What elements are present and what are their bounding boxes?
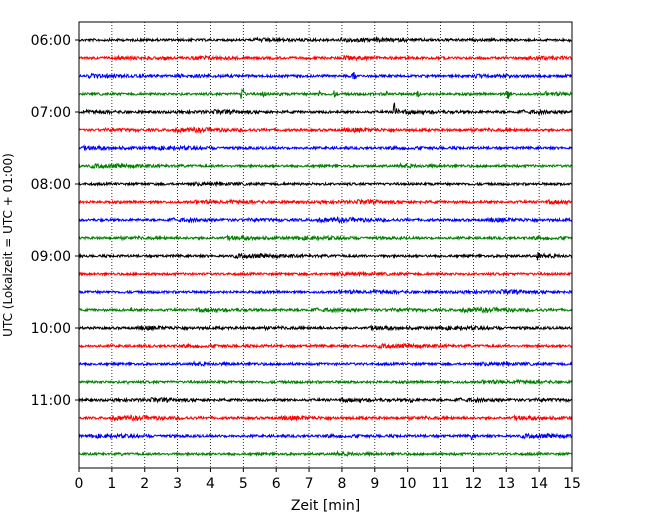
trace-line — [79, 342, 573, 350]
trace-line — [78, 88, 573, 99]
x-tick-label: 14 — [530, 476, 548, 492]
trace-line — [78, 396, 573, 404]
x-tick-label: 8 — [337, 476, 346, 492]
trace-line — [78, 432, 573, 441]
x-tick-label: 7 — [305, 476, 314, 492]
x-tick-label: 6 — [272, 476, 281, 492]
y-axis: 06:00 07:00 08:00 09:00 10:00 11:00 — [31, 33, 79, 409]
trace-line — [78, 180, 573, 188]
trace-line — [78, 144, 573, 152]
trace-line — [78, 324, 573, 332]
trace-line — [78, 449, 573, 458]
y-tick-label: 11:00 — [31, 393, 71, 409]
trace-line — [78, 35, 573, 44]
x-axis: 0 1 2 3 4 5 6 7 8 9 10 11 12 13 14 15 — [75, 468, 581, 492]
grid-lines — [111, 22, 540, 468]
x-tick-label: 5 — [239, 476, 248, 492]
trace-line — [78, 306, 573, 314]
x-tick-label: 1 — [107, 476, 116, 492]
x-axis-title: Zeit [min] — [291, 498, 360, 514]
trace-line — [78, 414, 573, 422]
trace-line — [78, 270, 573, 278]
y-tick-label: 10:00 — [31, 321, 71, 337]
y-tick-label: 09:00 — [31, 249, 71, 265]
trace-line — [78, 359, 573, 368]
trace-line — [78, 54, 573, 62]
trace-line — [78, 126, 573, 134]
trace-line — [78, 378, 573, 386]
trace-group — [78, 35, 573, 458]
x-tick-label: 3 — [173, 476, 182, 492]
x-tick-label: 0 — [75, 476, 84, 492]
y-tick-label: 08:00 — [31, 177, 71, 193]
x-tick-label: 10 — [399, 476, 417, 492]
x-tick-label: 15 — [563, 476, 581, 492]
x-tick-label: 9 — [370, 476, 379, 492]
plot-frame — [78, 21, 573, 469]
trace-line — [78, 161, 572, 170]
x-tick-label: 13 — [497, 476, 515, 492]
y-axis-title: UTC (Lokalzeit = UTC + 01:00) — [1, 153, 15, 337]
trace-line — [78, 198, 573, 206]
x-tick-label: 2 — [140, 476, 149, 492]
trace-line — [78, 102, 573, 116]
x-tick-label: 4 — [206, 476, 215, 492]
trace-line — [78, 234, 573, 242]
trace-line — [78, 71, 573, 80]
trace-line — [78, 251, 573, 261]
y-tick-label: 06:00 — [31, 33, 71, 49]
trace-line — [78, 288, 573, 296]
x-tick-label: 12 — [464, 476, 482, 492]
y-tick-label: 07:00 — [31, 105, 71, 121]
trace-line — [78, 216, 573, 224]
x-tick-label: 11 — [432, 476, 450, 492]
